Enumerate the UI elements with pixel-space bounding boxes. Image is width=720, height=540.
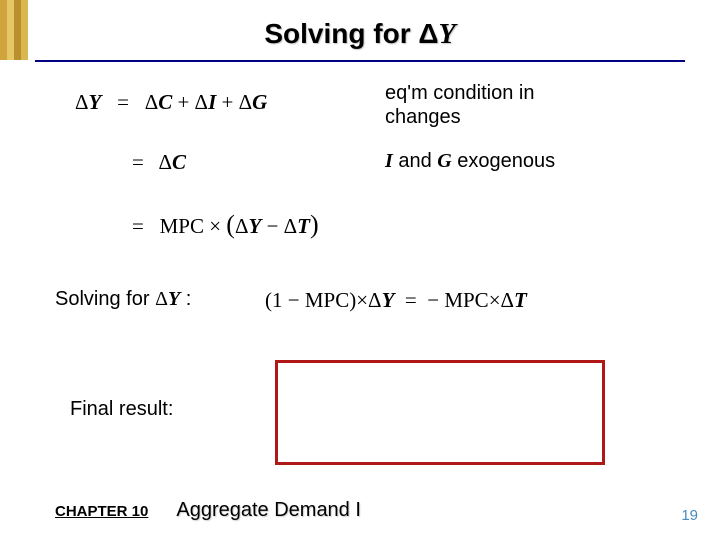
title-rule xyxy=(35,60,685,62)
page-number: 19 xyxy=(681,507,698,524)
solve-eq-math: (1 − MPC)×ΔY = − MPC×ΔT xyxy=(265,288,527,313)
annot2-G: G xyxy=(437,150,451,172)
equation-row-1: ΔY = ΔC + ΔI + ΔG xyxy=(75,90,267,115)
final-result-label: Final result: xyxy=(70,398,173,421)
chapter-label: CHAPTER 10 xyxy=(55,503,148,520)
solve-label: Solving for ΔY : xyxy=(55,288,191,312)
footer: CHAPTER 10 Aggregate Demand I xyxy=(55,499,690,522)
annot2-I: I xyxy=(385,150,393,172)
eq1-lhs: ΔY = ΔC + ΔI + ΔG xyxy=(75,90,267,115)
eq1-rhs: ΔC + ΔI + ΔG xyxy=(145,90,268,114)
annot1-line2: changes xyxy=(385,106,534,130)
slide-title: Solving for ΔY xyxy=(0,18,720,51)
eq2: = ΔC xyxy=(132,150,186,175)
result-box xyxy=(275,360,605,465)
equation-row-3: = MPC × (ΔY − ΔT) xyxy=(132,210,319,240)
annotation-2: I and G exogenous xyxy=(385,150,555,174)
equation-row-2: = ΔC xyxy=(132,150,186,175)
annot2-suffix: exogenous xyxy=(452,150,555,172)
annotation-1: eq'm condition in changes xyxy=(385,82,534,129)
annot2-mid: and xyxy=(393,150,437,172)
solving-for-line: Solving for ΔY : xyxy=(55,288,191,312)
solve-equation: (1 − MPC)×ΔY = − MPC×ΔT xyxy=(265,288,527,313)
eq3: = MPC × (ΔY − ΔT) xyxy=(132,210,319,240)
annot1-line1: eq'm condition in xyxy=(385,82,534,106)
title-var: Y xyxy=(439,19,456,50)
title-prefix: Solving for xyxy=(264,18,418,49)
footer-title: Aggregate Demand I xyxy=(176,499,361,522)
title-delta: Δ xyxy=(418,18,438,49)
